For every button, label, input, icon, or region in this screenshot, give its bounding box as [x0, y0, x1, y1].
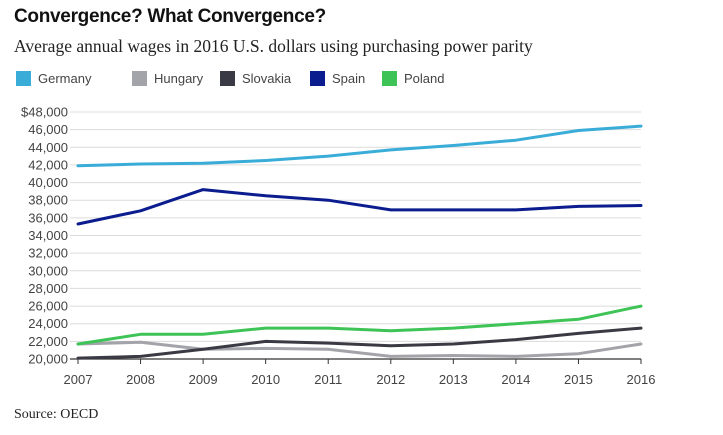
legend-item-germany: Germany	[16, 71, 91, 87]
y-tick-label: 24,000	[28, 316, 68, 331]
x-tick-label: 2016	[627, 372, 656, 387]
source-note: Source: OECD	[14, 407, 99, 422]
y-tick-label: 42,000	[28, 157, 68, 172]
y-tick-label: 28,000	[28, 281, 68, 296]
y-tick-label: 34,000	[28, 228, 68, 243]
y-tick-label: 26,000	[28, 299, 68, 314]
x-tick-label: 2011	[314, 372, 342, 387]
series-line-slovakia	[76, 326, 643, 360]
y-tick-label: 36,000	[28, 210, 68, 225]
legend-item-hungary: Hungary	[132, 71, 203, 87]
legend-label: Spain	[332, 71, 366, 86]
y-tick-label: 38,000	[28, 193, 68, 208]
y-tick-label: 32,000	[28, 246, 68, 261]
x-tick-label: 2007	[64, 372, 93, 387]
legend-item-spain: Spain	[310, 71, 365, 87]
x-tick-label: 2014	[501, 372, 530, 387]
legend-label: Germany	[38, 71, 92, 86]
chart-subtitle: Average annual wages in 2016 U.S. dollar…	[14, 36, 533, 56]
legend-swatch	[16, 71, 31, 87]
x-tick-label: 2009	[189, 372, 218, 387]
legend-item-poland: Poland	[382, 71, 444, 87]
series-line-poland	[76, 304, 643, 346]
legend-label: Poland	[404, 71, 445, 86]
series-line-germany	[76, 124, 643, 168]
x-tick-label: 2008	[126, 372, 155, 387]
y-tick-label: 22,000	[28, 334, 68, 349]
legend-item-slovakia: Slovakia	[220, 71, 291, 87]
series-line-spain	[76, 188, 643, 226]
legend-swatch	[220, 71, 235, 87]
y-tick-label: $48,000	[21, 105, 68, 120]
y-tick-label: 40,000	[28, 175, 68, 190]
y-tick-label: 46,000	[28, 122, 68, 137]
x-tick-label: 2013	[439, 372, 468, 387]
legend-swatch	[310, 71, 325, 87]
series-line-hungary	[76, 340, 643, 358]
chart-title: Convergence? What Convergence?	[14, 6, 326, 27]
y-tick-label: 20,000	[28, 352, 68, 367]
x-tick-label: 2015	[564, 372, 593, 387]
y-tick-label: 44,000	[28, 140, 68, 155]
x-tick-label: 2012	[376, 372, 405, 387]
y-tick-label: 30,000	[28, 263, 68, 278]
x-tick-label: 2010	[251, 372, 280, 387]
legend-swatch	[132, 71, 147, 87]
legend-label: Hungary	[154, 71, 204, 86]
legend-label: Slovakia	[242, 71, 292, 86]
legend-swatch	[382, 71, 397, 87]
